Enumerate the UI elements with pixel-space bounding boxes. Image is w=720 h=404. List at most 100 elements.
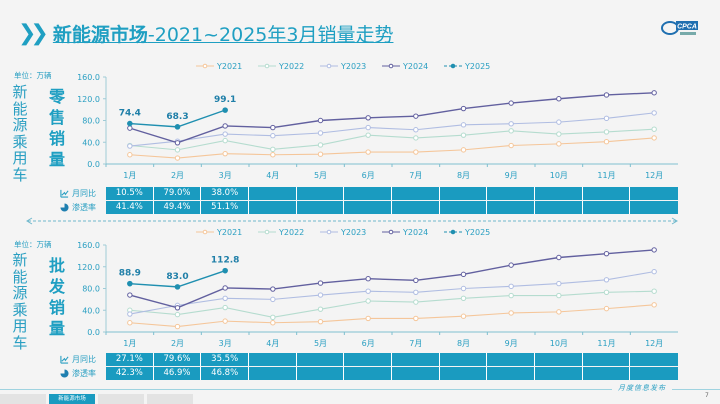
data-point-Y2024: [270, 286, 276, 292]
x-tick-label: 1月: [123, 171, 136, 180]
section-tab[interactable]: [98, 394, 144, 404]
data-point-Y2023: [603, 115, 610, 122]
x-tick-label: 8月: [457, 339, 470, 348]
data-point-Y2024: [651, 90, 657, 96]
data-point-Y2025: [174, 284, 181, 290]
data-point-Y2024: [556, 96, 562, 102]
data-point-Y2021: [127, 320, 133, 326]
data-point-Y2023: [603, 277, 610, 283]
table-row-yoy-wholesale: 27.1% 79.6% 35.5%: [106, 353, 678, 366]
unit-label: 单位：万辆: [14, 71, 52, 80]
data-point-Y2024: [508, 100, 514, 106]
legend-label: Y2024: [402, 228, 428, 237]
data-point-Y2022: [556, 131, 562, 137]
section-tab[interactable]: [0, 394, 46, 404]
data-point-Y2024: [365, 276, 371, 282]
data-point-Y2021: [127, 152, 133, 158]
x-tick-label: 11月: [597, 171, 615, 180]
page-title: 新能源市场-2021~2025年3月销量走势: [53, 20, 394, 47]
table-cell: [296, 367, 345, 380]
y-tick-label: 40.0: [82, 306, 100, 315]
table-cell: 79.6%: [153, 353, 202, 366]
x-tick-label: 3月: [219, 339, 232, 348]
data-point-Y2021: [460, 147, 467, 153]
series-line-Y2023: [129, 271, 655, 315]
data-point-Y2023: [556, 280, 562, 287]
footer-text: 月度信息发布: [612, 383, 672, 393]
series-line-Y2023: [129, 112, 655, 147]
table-row-yoy-retail: 10.5% 79.0% 38.0%: [106, 187, 678, 200]
x-tick-label: 5月: [314, 339, 327, 348]
data-point-Y2024: [460, 271, 467, 278]
table-cell: [392, 367, 440, 380]
data-point-Y2023: [508, 121, 514, 127]
data-point-Y2025: [127, 120, 133, 127]
y-tick-label: 40.0: [82, 138, 100, 147]
table-cell: 49.4%: [153, 201, 202, 214]
data-point-Y2021: [508, 142, 514, 149]
legend-marker: [326, 229, 332, 235]
table-cell: 10.5%: [106, 187, 154, 200]
footer-divider: [0, 389, 720, 390]
data-point-Y2023: [127, 311, 133, 317]
table-cell: [296, 201, 345, 214]
series-line-Y2024: [129, 249, 655, 309]
data-point-Y2024: [413, 113, 419, 119]
data-point-Y2022: [413, 135, 419, 141]
legend-label: Y2025: [464, 228, 490, 237]
legend-label: Y2021: [216, 228, 242, 237]
section-tab[interactable]: [147, 394, 193, 404]
table-cell: [392, 201, 440, 214]
y-tick-label: 80.0: [82, 117, 100, 126]
data-point-Y2024: [127, 125, 133, 131]
table-cell: [344, 201, 392, 214]
data-point-Y2024: [222, 285, 228, 291]
data-point-Y2024: [365, 115, 371, 121]
chart-1: 0.0 40.0 80.0 120.0 160.0 1月 2月 3月 4月 5月 6月 7月 8月 9月 1…: [77, 228, 678, 348]
table-cell: 42.3%: [106, 367, 154, 380]
x-tick-label: 3月: [219, 171, 232, 180]
table-cell: [630, 353, 678, 366]
legend-label: Y2023: [340, 228, 366, 237]
legend-marker: [450, 63, 456, 69]
data-point-Y2023: [460, 122, 467, 128]
x-tick-label: 12月: [645, 171, 663, 180]
series-line-Y2022: [129, 128, 655, 151]
table-cell: [249, 201, 297, 214]
x-tick-label: 7月: [409, 171, 422, 180]
data-point-Y2021: [556, 309, 562, 315]
table-cell: [582, 353, 631, 366]
data-point-Y2022: [317, 142, 324, 148]
data-point-Y2021: [413, 149, 419, 155]
data-point-Y2022: [460, 132, 467, 138]
data-point-Y2023: [365, 124, 371, 131]
data-point-Y2021: [222, 318, 228, 324]
data-point-Y2024: [508, 262, 514, 268]
y-tick-label: 0.0: [87, 160, 100, 169]
data-point-Y2022: [222, 137, 228, 144]
data-point-Y2022: [270, 314, 276, 321]
data-point-Y2023: [651, 268, 657, 275]
data-point-Y2021: [317, 151, 324, 157]
section-tab-active[interactable]: 新能源市场: [49, 394, 95, 404]
data-point-Y2022: [222, 304, 228, 311]
table-cell: [296, 353, 345, 366]
trend-chart-icon: [60, 355, 69, 364]
data-point-Y2021: [603, 139, 610, 145]
y-tick-label: 120.0: [77, 95, 100, 104]
x-tick-label: 10月: [550, 171, 568, 180]
data-label: 99.1: [214, 95, 236, 105]
legend-marker: [202, 63, 208, 69]
table-cell: [249, 367, 297, 380]
y-tick-label: 80.0: [82, 285, 100, 294]
legend-marker: [450, 229, 456, 235]
x-tick-label: 8月: [457, 171, 470, 180]
legend-label: Y2025: [464, 62, 490, 71]
row-label-text: 渗透率: [72, 369, 96, 378]
y-tick-label: 160.0: [77, 73, 100, 82]
data-label: 83.0: [166, 272, 188, 282]
data-point-Y2022: [365, 132, 371, 138]
data-point-Y2024: [222, 123, 228, 129]
x-tick-label: 5月: [314, 171, 327, 180]
